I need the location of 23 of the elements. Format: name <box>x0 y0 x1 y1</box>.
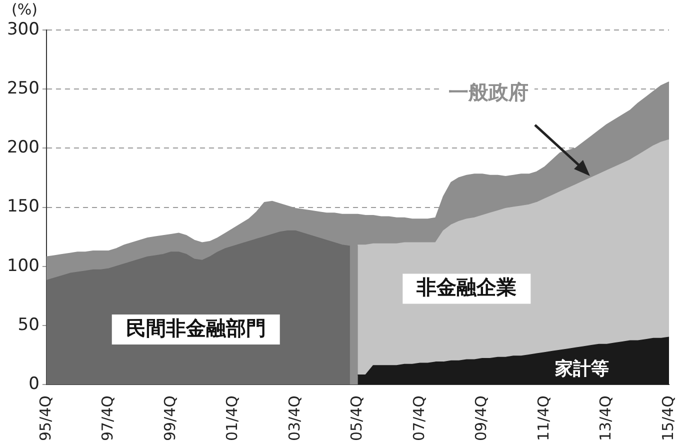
text: 一般政府 <box>448 80 528 104</box>
y-tick-label: 150 <box>6 196 40 217</box>
series-label: 非金融企業 <box>416 274 517 299</box>
series-label: 家計等 <box>554 358 609 380</box>
y-tick-label: 50 <box>18 314 40 335</box>
y-tick-label: 300 <box>6 19 40 40</box>
y-tick-label: 100 <box>6 256 40 276</box>
y-axis-title: (%) <box>11 0 38 18</box>
x-tick-label: 11/4Q <box>534 396 552 442</box>
x-tick-label: 97/4Q <box>98 396 117 442</box>
x-tick-label: 07/4Q <box>410 396 428 442</box>
y-tick-label: 200 <box>6 138 40 158</box>
y-tick-label: 0 <box>28 374 40 394</box>
x-tick-label: 15/4Q <box>658 396 677 442</box>
x-tick-label: 05/4Q <box>348 396 366 442</box>
x-tick-label: 99/4Q <box>160 396 179 442</box>
x-tick-label: 01/4Q <box>223 396 242 442</box>
x-tick-label: 03/4Q <box>285 396 304 442</box>
y-tick-label: 250 <box>6 78 40 99</box>
x-tick-label: 95/4Q <box>36 396 54 442</box>
x-tick-label: 09/4Q <box>472 396 490 442</box>
series-label: 民間非金融部門 <box>126 316 266 340</box>
x-tick-label: 13/4Q <box>596 396 615 442</box>
